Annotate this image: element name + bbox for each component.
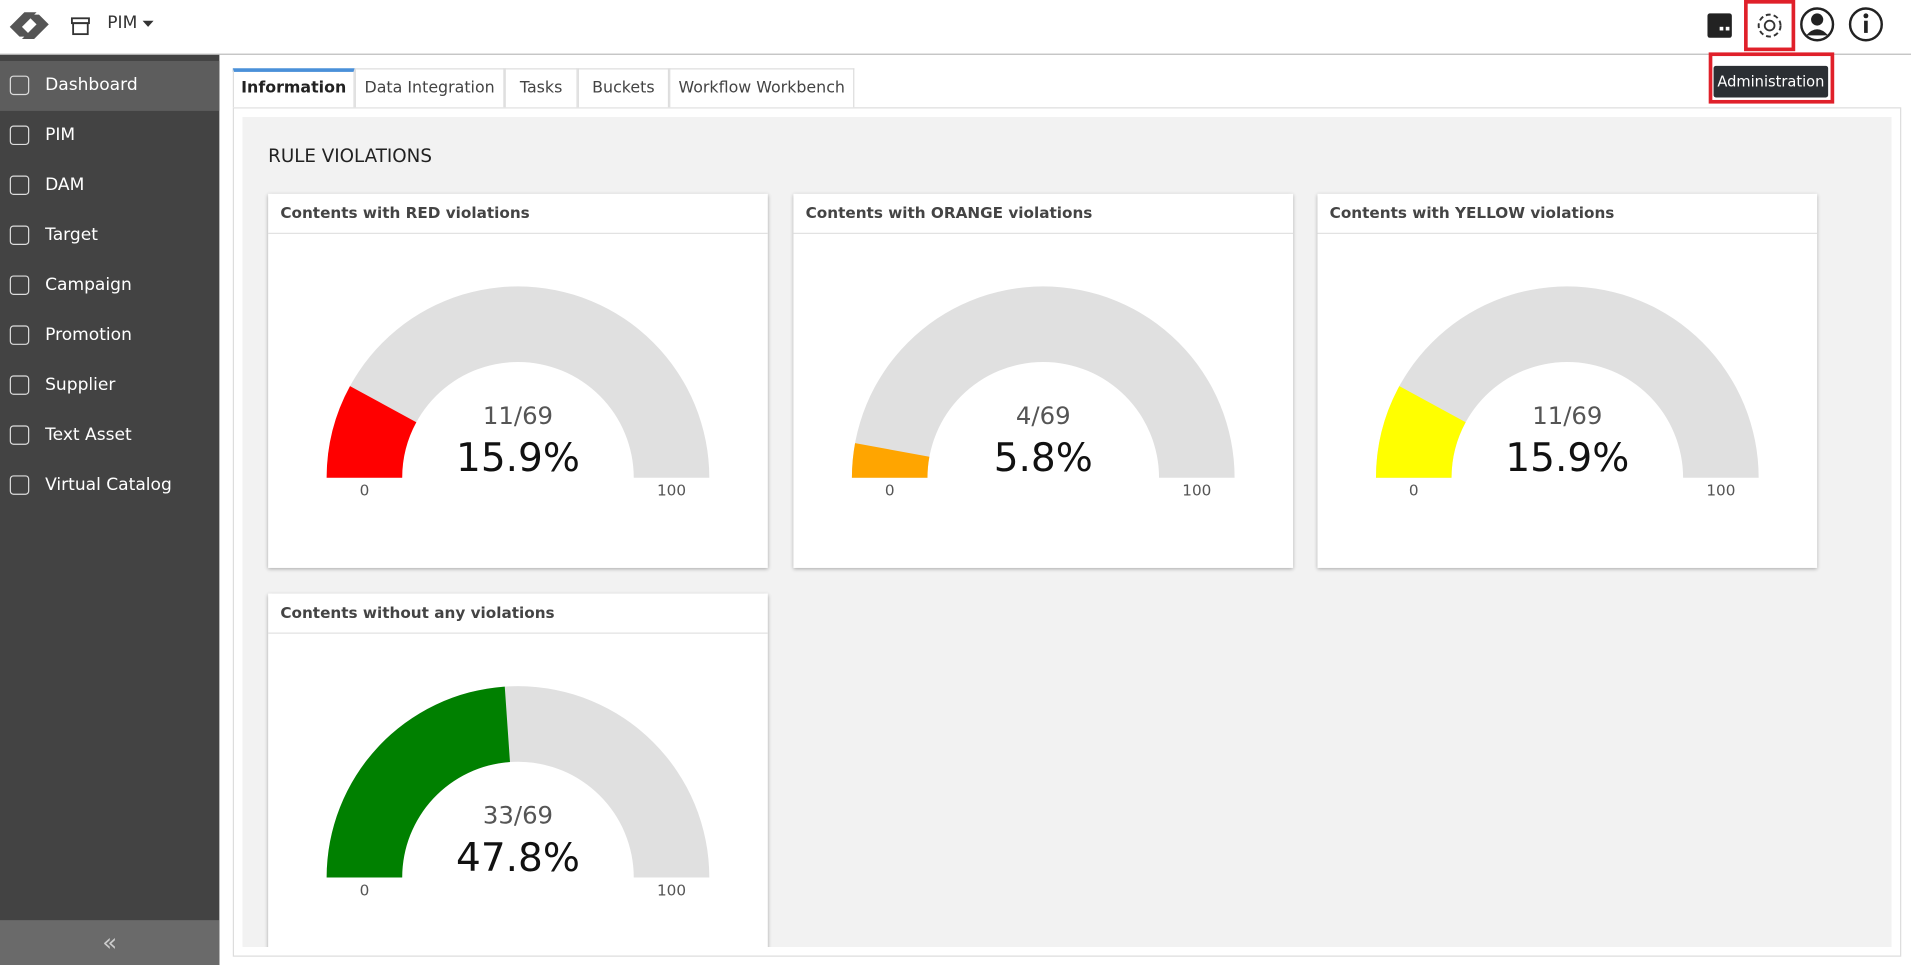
app-icon[interactable] bbox=[69, 15, 91, 37]
gauge-count: 11/69 bbox=[1532, 401, 1602, 430]
caret[interactable] bbox=[142, 20, 155, 30]
gauge-value bbox=[326, 686, 510, 878]
gauge-tick-label: 0 bbox=[360, 482, 370, 500]
nav-icon bbox=[9, 125, 30, 146]
nav-item[interactable]: Promotion bbox=[0, 311, 219, 361]
nav-item[interactable]: DAM bbox=[0, 161, 219, 211]
nav-icon bbox=[9, 275, 30, 295]
nav-icon bbox=[9, 175, 30, 195]
gauge-tick-label: 100 bbox=[1182, 482, 1211, 500]
nav-icon bbox=[9, 425, 30, 445]
nav-item[interactable]: Text Asset bbox=[0, 411, 219, 461]
card-divider bbox=[268, 232, 768, 234]
nav-label: DAM bbox=[45, 175, 85, 196]
gauge: 0 100 4/69 5.8% bbox=[851, 286, 1235, 500]
gauge-tick-label: 100 bbox=[657, 482, 686, 500]
nav-label: Text Asset bbox=[45, 425, 132, 445]
card-divider bbox=[268, 632, 768, 634]
nav-item[interactable]: PIM bbox=[0, 111, 219, 161]
card-title: Contents with ORANGE violations bbox=[805, 203, 1093, 222]
gauge-tick-label: 100 bbox=[657, 881, 686, 899]
nav-item[interactable]: Campaign bbox=[0, 261, 219, 311]
card-title: Contents without any violations bbox=[280, 603, 555, 622]
nav-icon bbox=[9, 475, 30, 495]
top-bar: PIM bbox=[0, 0, 1911, 55]
card-divider bbox=[1317, 232, 1818, 234]
user-icon[interactable] bbox=[1799, 6, 1836, 43]
highlight bbox=[1708, 52, 1835, 104]
gauge-tick-label: 0 bbox=[360, 881, 370, 899]
card-divider bbox=[793, 232, 1294, 234]
gauge-card: Contents without any violations 0 100 33/69… bbox=[268, 593, 768, 947]
nav-label: Virtual Catalog bbox=[45, 475, 172, 495]
tab[interactable]: Tasks bbox=[504, 68, 578, 108]
gauge-value bbox=[1375, 386, 1466, 478]
gauge-count: 33/69 bbox=[483, 801, 553, 830]
gear-icon[interactable] bbox=[1751, 7, 1788, 44]
card-title: Contents with RED violations bbox=[280, 203, 530, 222]
highlight bbox=[1744, 0, 1796, 52]
gauge: 0 100 11/69 15.9% bbox=[326, 286, 710, 500]
gauge-count: 11/69 bbox=[483, 401, 553, 430]
collapse-button[interactable]: « bbox=[0, 920, 220, 965]
gauge-card: Contents with ORANGE violations 0 100 4/69 5… bbox=[793, 193, 1294, 568]
nav-item[interactable]: Dashboard bbox=[0, 60, 220, 111]
gauge-card: Contents with YELLOW violations 0 100 11/69… bbox=[1317, 193, 1818, 568]
gauge-percent: 15.9% bbox=[1505, 436, 1629, 481]
gauge-track bbox=[326, 286, 710, 478]
logo bbox=[9, 12, 49, 39]
gauge-tick-label: 0 bbox=[1409, 482, 1419, 500]
gauge: 0 100 33/69 47.8% bbox=[326, 686, 710, 899]
gauge: 0 100 11/69 15.9% bbox=[1375, 286, 1759, 500]
tooltip: Administration bbox=[1713, 65, 1829, 98]
nav-label: Target bbox=[45, 225, 98, 245]
gauge-track bbox=[1375, 286, 1759, 478]
gauge-percent: 5.8% bbox=[994, 436, 1093, 481]
nav-label: Promotion bbox=[45, 325, 132, 345]
nav-icon bbox=[9, 375, 30, 395]
gauge-value bbox=[326, 386, 417, 478]
nav-item[interactable]: Target bbox=[0, 211, 219, 261]
section-title: RULE VIOLATIONS bbox=[268, 145, 432, 167]
nav-item[interactable]: Virtual Catalog bbox=[0, 461, 219, 511]
gauge-tick-label: 0 bbox=[885, 482, 895, 500]
nav-icon bbox=[9, 325, 30, 345]
calendar-icon[interactable] bbox=[1704, 10, 1736, 42]
gauge-value bbox=[851, 443, 930, 478]
gauge-card: Contents with RED violations 0 100 11/69 15.… bbox=[268, 193, 768, 568]
tab[interactable]: Information bbox=[232, 68, 355, 108]
gauge-percent: 15.9% bbox=[456, 436, 580, 481]
sidebar: Dashboard PIM DAM Target Campaign Promotion Su… bbox=[0, 54, 220, 965]
nav-icon bbox=[9, 75, 30, 96]
nav-icon bbox=[9, 225, 30, 245]
gauge-count: 4/69 bbox=[1016, 401, 1071, 430]
nav-label: Campaign bbox=[45, 275, 132, 295]
nav-label: Supplier bbox=[45, 375, 116, 395]
dashboard-panel: RULE VIOLATIONS Contents with RED violat… bbox=[242, 117, 1892, 947]
gauge-tick-label: 100 bbox=[1706, 482, 1735, 500]
card-title: Contents with YELLOW violations bbox=[1329, 203, 1615, 222]
tab[interactable]: Buckets bbox=[577, 68, 670, 108]
tab[interactable]: Workflow Workbench bbox=[669, 68, 855, 108]
nav-label: PIM bbox=[45, 125, 76, 146]
nav-label: Dashboard bbox=[45, 75, 138, 96]
app-switcher[interactable]: PIM bbox=[107, 13, 138, 33]
info-icon[interactable] bbox=[1848, 6, 1885, 43]
nav-item[interactable]: Supplier bbox=[0, 361, 219, 411]
tab[interactable]: Data Integration bbox=[354, 68, 505, 108]
gauge-percent: 47.8% bbox=[456, 836, 580, 881]
gauge-track bbox=[851, 286, 1235, 478]
